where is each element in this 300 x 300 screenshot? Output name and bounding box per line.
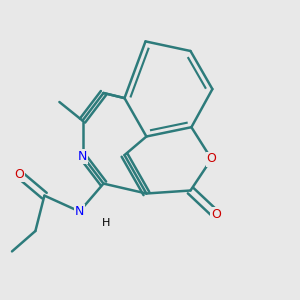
Text: N: N <box>78 149 87 163</box>
Text: N: N <box>75 205 84 218</box>
Text: O: O <box>15 168 24 181</box>
Text: O: O <box>207 152 216 166</box>
Text: H: H <box>102 218 111 228</box>
Text: O: O <box>211 208 221 221</box>
